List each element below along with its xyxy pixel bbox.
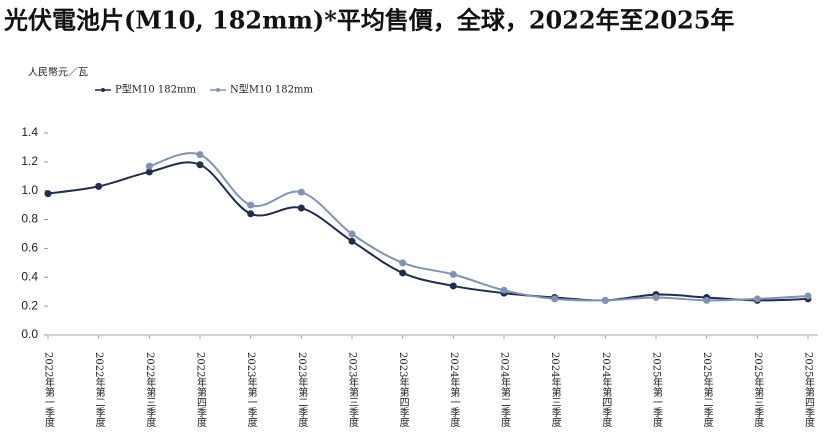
legend-marker [101, 88, 105, 92]
point [247, 201, 255, 209]
point [399, 269, 407, 277]
legend-marker [216, 88, 220, 92]
chart-title: 光伏電池片(M10, 182mm)*平均售價，全球，2022年至2025年 [3, 6, 734, 35]
x-tick-label: 2025年第二季度 [701, 352, 713, 428]
point [348, 230, 356, 238]
point [297, 204, 305, 212]
point [753, 295, 761, 303]
point [297, 188, 305, 196]
legend-label: P型M10 182mm [115, 83, 196, 96]
point [399, 259, 407, 267]
y-tick-label: 1.4 [21, 125, 38, 139]
y-axis-label: 人民幣元／瓦 [28, 67, 88, 79]
x-tick-label: 2024年第四季度 [600, 352, 612, 428]
point [652, 293, 660, 301]
point [196, 161, 204, 169]
series-line [47, 161, 809, 302]
x-tick-label: 2022年第二季度 [93, 352, 105, 428]
y-tick-label: 0.2 [21, 298, 38, 312]
x-tick-label: 2024年第一季度 [448, 352, 460, 428]
x-tick-label: 2022年第三季度 [144, 352, 156, 428]
point [44, 190, 52, 198]
x-tick-label: 2025年第四季度 [803, 352, 815, 428]
x-tick-label: 2022年第四季度 [195, 352, 207, 428]
y-tick-label: 0.0 [21, 327, 38, 341]
y-tick-label: 0.4 [21, 269, 38, 283]
x-tick-label: 2025年第三季度 [752, 352, 764, 428]
point [145, 168, 153, 176]
x-tick-label: 2024年第二季度 [499, 352, 511, 428]
y-tick-label: 1.0 [21, 183, 38, 197]
point [703, 296, 711, 304]
y-tick-label: 0.8 [21, 212, 38, 226]
point [449, 282, 457, 290]
x-tick-label: 2025年第一季度 [651, 352, 663, 428]
series-line [149, 152, 809, 302]
y-tick-label: 1.2 [21, 154, 38, 168]
x-tick-label: 2023年第三季度 [347, 352, 359, 428]
point [449, 270, 457, 278]
point [500, 286, 508, 294]
x-tick-label: 2023年第四季度 [397, 352, 409, 428]
legend-label: N型M10 182mm [230, 83, 313, 96]
point [145, 162, 153, 170]
point [551, 295, 559, 303]
point [196, 151, 204, 159]
point [95, 182, 103, 190]
point [804, 292, 812, 300]
y-tick-label: 0.6 [21, 241, 38, 255]
x-tick-label: 2024年第三季度 [549, 352, 561, 428]
x-tick-label: 2023年第一季度 [245, 352, 257, 428]
x-tick-label: 2023年第二季度 [296, 352, 308, 428]
x-tick-label: 2022年第一季度 [43, 352, 55, 428]
point [247, 210, 255, 218]
point [348, 237, 356, 245]
point [601, 296, 609, 304]
